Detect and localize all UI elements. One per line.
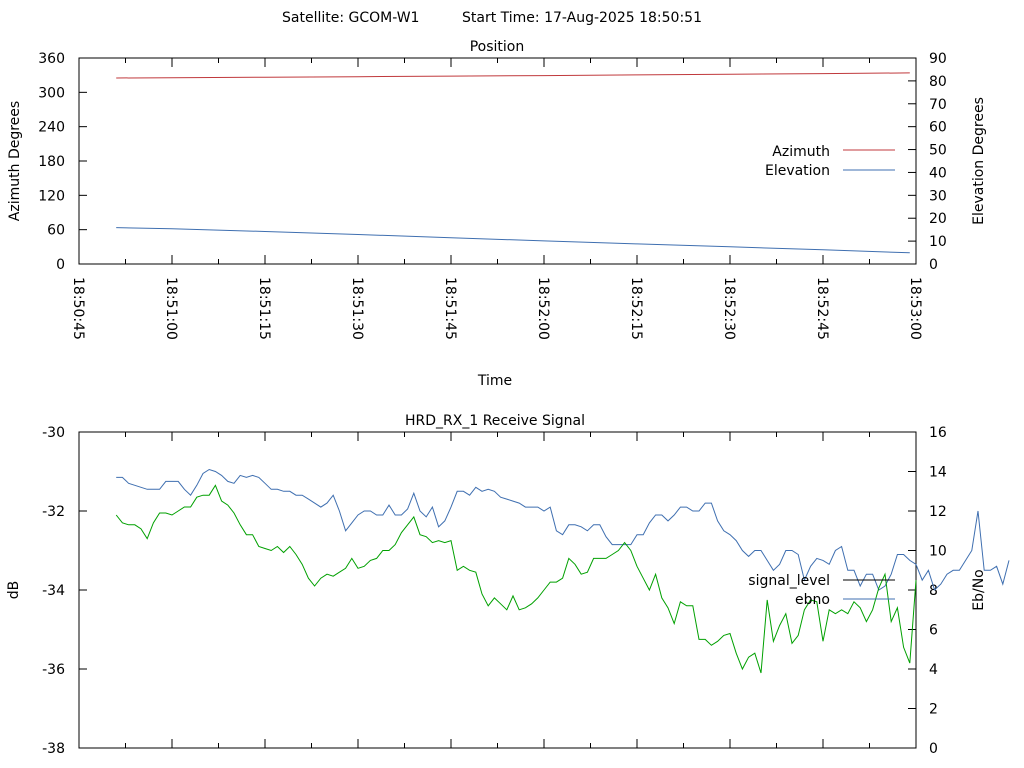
y-tick-label: 240 [38,120,65,136]
x-tick-label: 18:52:45 [814,277,830,340]
signal-x-axis [78,432,917,748]
y2-tick-label: 2 [929,702,938,718]
y2-tick-label: 4 [929,662,938,678]
y-tick-label: 360 [38,51,65,67]
signal-y2-axis: 0 2 4 6 8 10 12 14 16 [908,425,947,757]
x-tick-label: 18:53:00 [907,277,923,340]
y2-tick-label: 50 [929,143,947,159]
series-line-elevation [116,227,910,254]
y2-tick-label: 10 [929,234,947,250]
y2-tick-label: 70 [929,97,947,113]
x-tick-label: 18:51:00 [163,277,179,340]
legend-azimuth-label: Azimuth [772,144,830,160]
y-tick-label: 180 [38,154,65,170]
signal-legend: signal_level ebno [748,573,895,608]
y2-tick-label: 60 [929,120,947,136]
y2-tick-label: 10 [929,544,947,560]
y-tick-label: -30 [42,425,65,441]
y2-tick-label: 16 [929,425,947,441]
signal-title: HRD_RX_1 Receive Signal [405,413,585,429]
y2-tick-label: 0 [929,257,938,273]
y-tick-label: -38 [42,741,65,757]
position-chart: Position 18:50:45 18:51:00 18:51:15 18:51:3… [7,39,987,389]
y2-tick-label: 0 [929,741,938,757]
y-tick-label: 0 [56,257,65,273]
y2-tick-label: 14 [929,465,947,481]
signal-plot-frame [78,431,917,749]
legend-ebno-label: ebno [795,592,830,608]
position-y-axis: 0 60 120 180 240 300 360 [38,51,87,273]
y-tick-label: 60 [47,223,65,239]
y2-tick-label: 12 [929,504,947,520]
signal-series [115,468,1010,674]
position-legend: Azimuth Elevation [765,144,895,179]
signal-series-line-2 [115,484,917,674]
y-tick-label: -34 [42,583,65,599]
x-tick-label: 18:51:15 [256,277,272,340]
y-tick-label: -36 [42,662,65,678]
position-plot-frame [78,57,917,265]
y2-tick-label: 8 [929,583,938,599]
y2-tick-label: 40 [929,165,947,181]
y2-tick-label: 90 [929,51,947,67]
signal-y-label: dB [6,581,22,600]
position-title: Position [470,39,525,55]
legend-signal-level-label: signal_level [748,573,830,589]
position-y-label: Azimuth Degrees [7,101,23,221]
position-y2-label: Elevation Degrees [971,97,987,225]
position-x-axis: 18:50:45 18:51:00 18:51:15 18:51:30 18:51:45… [70,58,923,340]
x-tick-label: 18:50:45 [70,277,86,340]
y-tick-label: -32 [42,504,65,520]
position-series [116,72,910,254]
x-tick-label: 18:52:15 [628,277,644,340]
satellite-label: Satellite: GCOM-W1 [282,10,419,26]
signal-chart: HRD_RX_1 Receive Signal -38-36-34-32-30 … [6,413,1010,757]
position-x-label: Time [477,373,512,389]
x-tick-label: 18:52:30 [721,277,737,340]
legend-elevation-label: Elevation [765,163,830,179]
signal-series-line-1 [116,468,1010,591]
x-tick-label: 18:51:30 [349,277,365,340]
x-tick-label: 18:52:00 [535,277,551,340]
y2-tick-label: 30 [929,188,947,204]
position-y2-axis: 0 10 20 30 40 50 60 70 80 90 [908,51,947,273]
y2-tick-label: 20 [929,211,947,227]
start-time-label: Start Time: 17-Aug-2025 18:50:51 [462,10,702,26]
x-tick-label: 18:51:45 [442,277,458,340]
signal-y2-label: Eb/No [971,569,987,611]
series-line-azimuth [116,72,910,79]
y2-tick-label: 6 [929,623,938,639]
signal-y-axis: -38 -36 -34 -32 -30 [42,425,87,757]
y-tick-label: 300 [38,85,65,101]
y-tick-label: 120 [38,188,65,204]
y2-tick-label: 80 [929,74,947,90]
